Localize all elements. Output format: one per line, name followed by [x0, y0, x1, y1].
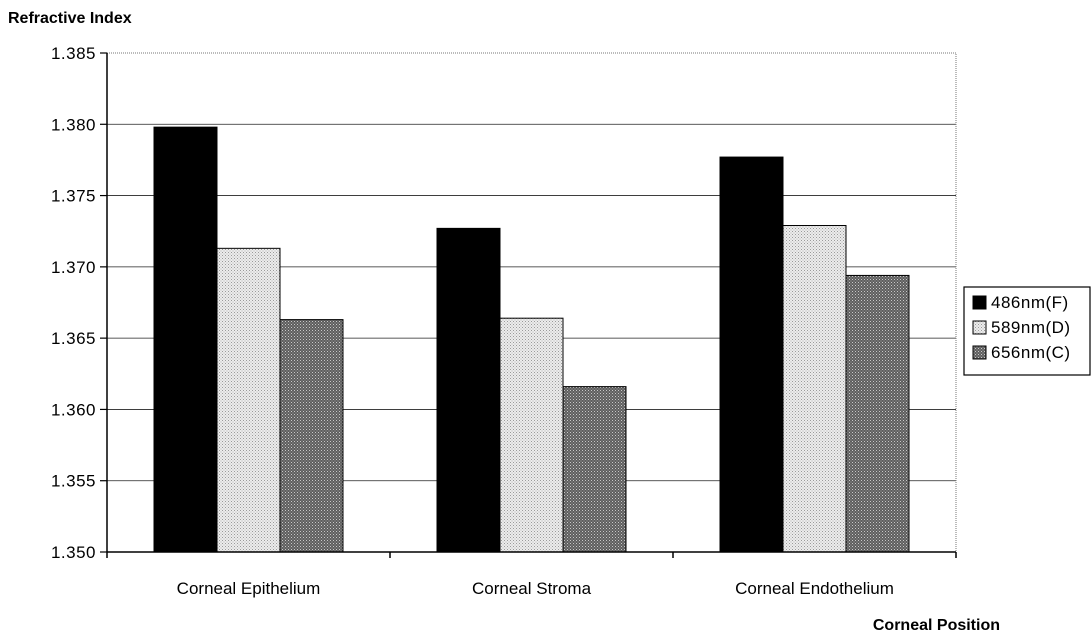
legend-label: 656nm(C) — [991, 343, 1071, 362]
legend-swatch — [972, 320, 987, 335]
bars — [153, 126, 910, 553]
y-tick-label: 1.385 — [51, 44, 96, 63]
y-tick-label: 1.380 — [51, 115, 96, 134]
y-tick-label: 1.365 — [51, 329, 96, 348]
legend: 486nm(F) 589nm(D) 656nm(C) — [963, 286, 1091, 376]
bar — [153, 126, 218, 553]
bar — [279, 319, 344, 553]
bar — [719, 156, 784, 553]
x-category-label: Corneal Epithelium — [177, 579, 321, 598]
y-tick-label: 1.375 — [51, 187, 96, 206]
x-axis-labels: Corneal Epithelium Corneal Stroma Corneal … — [177, 579, 894, 598]
bar — [782, 225, 847, 553]
y-tick-label: 1.360 — [51, 400, 96, 419]
x-axis-title: Corneal Position — [873, 617, 1000, 634]
bar — [436, 227, 501, 553]
bar — [562, 386, 627, 553]
legend-label: 589nm(D) — [991, 318, 1071, 337]
y-axis-title: Refractive Index — [8, 10, 132, 27]
y-tick-label: 1.350 — [51, 543, 96, 562]
axes — [106, 53, 957, 558]
legend-swatch — [972, 345, 987, 360]
x-category-label: Corneal Endothelium — [735, 579, 894, 598]
bar — [845, 274, 910, 553]
y-tick-label: 1.370 — [51, 258, 96, 277]
bar — [216, 247, 281, 553]
y-axis-ticks: 1.350 1.355 1.360 1.365 1.370 1.375 1.380 1.385 — [51, 44, 107, 562]
x-category-label: Corneal Stroma — [472, 579, 592, 598]
legend-swatch — [972, 295, 987, 310]
legend-label: 486nm(F) — [991, 293, 1069, 312]
y-tick-label: 1.355 — [51, 472, 96, 491]
bar — [499, 317, 564, 553]
